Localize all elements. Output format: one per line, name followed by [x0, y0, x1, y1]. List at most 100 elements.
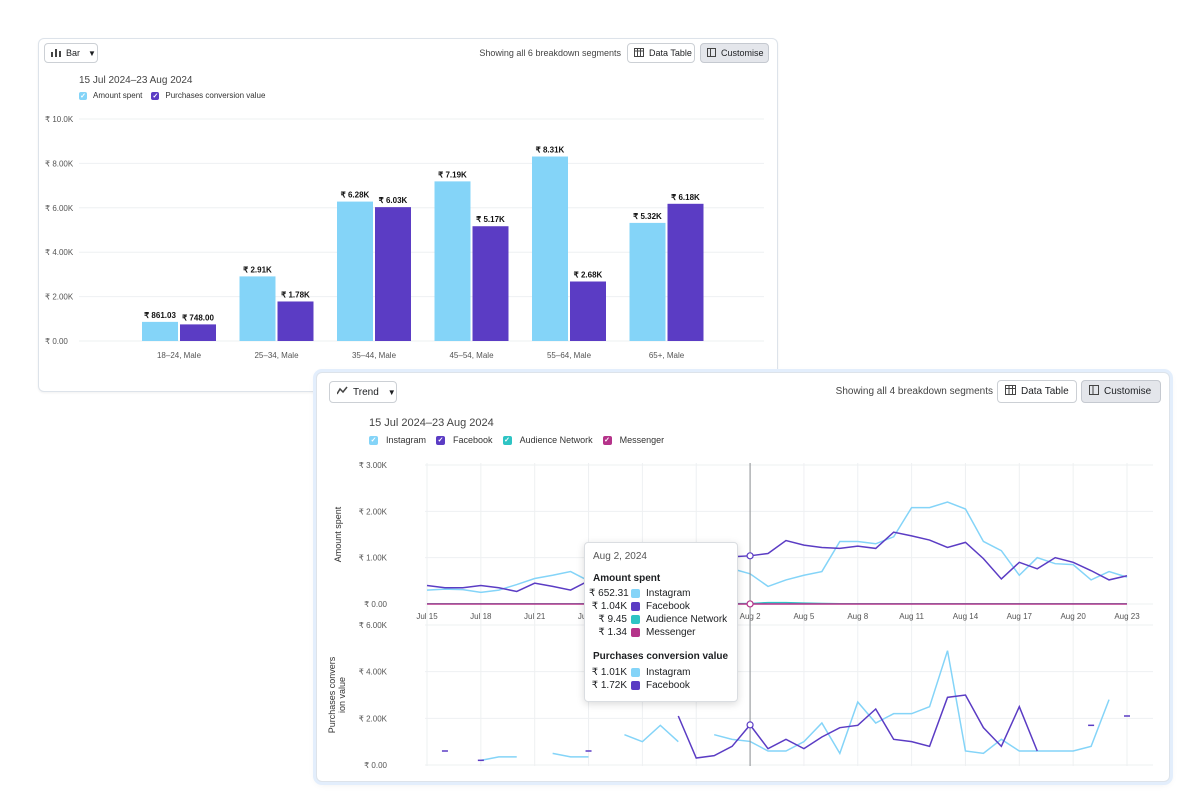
y-tick-label: ₹ 2.00K — [359, 714, 388, 723]
data-label: ₹ 5.17K — [476, 215, 505, 224]
caret-down-icon: ▼ — [387, 387, 396, 397]
tooltip-row: ₹ 1.72K Facebook — [589, 680, 690, 691]
y-tick-label: ₹ 6.00K — [359, 621, 388, 630]
customise-label: Customise — [1104, 386, 1152, 397]
x-tick-label: 55–64, Male — [547, 351, 592, 360]
panel-icon — [1089, 385, 1099, 398]
y-tick-label: ₹ 0.00 — [364, 761, 387, 770]
segments-text: Showing all 4 breakdown segments — [835, 386, 993, 397]
trend-chart-panel: Trend ▼ Showing all 4 breakdown segments… — [316, 372, 1170, 782]
tooltip-label: Messenger — [646, 627, 696, 638]
series-line — [552, 752, 589, 758]
legend-label: Purchases conversion value — [165, 91, 266, 100]
customise-button[interactable]: Customise — [700, 43, 769, 63]
data-label: ₹ 2.68K — [574, 271, 603, 280]
x-tick-label: Jul 18 — [470, 612, 492, 621]
bar-chart-plot: ₹ 0.00 ₹ 2.00K ₹ 4.00K ₹ 6.00K ₹ 8.00K ₹ 10.0… — [45, 115, 764, 360]
tooltip-row: ₹ 1.01K Instagram — [589, 667, 691, 678]
tooltip-swatch — [631, 628, 640, 637]
data-label: ₹ 6.03K — [379, 196, 408, 205]
tooltip-label: Instagram — [646, 588, 691, 599]
hover-tooltip: Aug 2, 2024 Amount spent ₹ 652.31 Instagr… — [584, 542, 738, 702]
legend-item-messenger[interactable]: ✓ Messenger — [602, 435, 665, 445]
x-tick-label: Aug 8 — [847, 612, 868, 621]
panel-icon — [707, 47, 716, 59]
bar — [375, 207, 411, 341]
data-table-label: Data Table — [649, 48, 692, 58]
data-label: ₹ 5.32K — [633, 212, 662, 221]
customise-label: Customise — [721, 48, 764, 58]
tooltip-value: ₹ 1.34 — [598, 627, 627, 638]
chart-type-dropdown[interactable]: Trend ▼ — [329, 381, 397, 403]
y-tick-label: ₹ 4.00K — [359, 668, 388, 677]
legend-item-audience-network[interactable]: ✓ Audience Network — [502, 435, 593, 445]
data-label: ₹ 6.28K — [341, 191, 370, 200]
x-tick-label: 18–24, Male — [157, 351, 202, 360]
data-label: ₹ 8.31K — [536, 146, 565, 155]
y-axis-label-line: Purchases convers — [327, 656, 337, 733]
tooltip-date: Aug 2, 2024 — [593, 551, 647, 562]
x-tick-label: Aug 23 — [1114, 612, 1140, 621]
tooltip-value: ₹ 9.45 — [598, 614, 627, 625]
trend-line-icon — [336, 386, 348, 398]
y-tick-label: ₹ 4.00K — [45, 248, 74, 257]
x-tick-label: Aug 5 — [793, 612, 814, 621]
legend-item-facebook[interactable]: ✓ Facebook — [436, 435, 493, 445]
bar — [277, 301, 314, 341]
data-table-button[interactable]: Data Table — [627, 43, 695, 63]
chart-type-label: Bar — [66, 48, 81, 58]
tooltip-value: ₹ 1.04K — [591, 601, 627, 612]
bar — [532, 156, 568, 341]
tooltip-label: Facebook — [646, 601, 690, 612]
table-icon — [1005, 385, 1016, 398]
legend-label: Instagram — [386, 435, 427, 445]
legend-label: Messenger — [619, 435, 665, 445]
y-tick-label: ₹ 0.00 — [45, 337, 68, 346]
data-label: ₹ 6.18K — [671, 193, 700, 202]
data-table-button[interactable]: Data Table — [997, 380, 1077, 403]
tooltip-label: Facebook — [646, 680, 690, 691]
series-line — [677, 694, 1038, 759]
tooltip-swatch — [631, 681, 640, 690]
y-tick-label: ₹ 10.0K — [45, 115, 74, 124]
series-line — [426, 501, 1128, 594]
bar — [667, 203, 704, 341]
series-line — [624, 724, 679, 743]
hover-marker — [746, 721, 754, 729]
trend-chart-plot: ₹ 0.00 ₹ 1.00K ₹ 2.00K ₹ 3.00K Amount spent ₹… — [327, 461, 1153, 770]
checkbox-icon: ✓ — [502, 435, 512, 445]
x-tick-label: Aug 17 — [1007, 612, 1033, 621]
data-label: ₹ 7.19K — [438, 170, 467, 179]
checkbox-icon: ✓ — [369, 435, 378, 445]
bar — [337, 201, 373, 341]
tooltip-row: ₹ 1.04K Facebook — [589, 601, 690, 612]
bar — [472, 226, 509, 341]
bar — [142, 321, 178, 341]
date-range: 15 Jul 2024–23 Aug 2024 — [79, 75, 193, 86]
checkbox-icon: ✓ — [151, 91, 160, 100]
legend-item-amount-spent[interactable]: ✓ Amount spent — [79, 91, 142, 100]
legend-label: Amount spent — [93, 91, 143, 100]
chart-type-dropdown[interactable]: Bar ▼ — [44, 43, 98, 63]
hover-marker — [746, 552, 754, 560]
checkbox-icon: ✓ — [436, 435, 446, 445]
checkbox-icon: ✓ — [602, 435, 612, 445]
bar — [180, 324, 216, 341]
x-tick-label: 35–44, Male — [352, 351, 397, 360]
trend-legend: ✓ Instagram ✓ Facebook ✓ Audience Networ… — [369, 435, 664, 445]
bar-legend: ✓ Amount spent ✓ Purchases conversion va… — [79, 91, 265, 100]
legend-label: Audience Network — [519, 435, 593, 445]
tooltip-label: Audience Network — [646, 614, 728, 625]
date-range: 15 Jul 2024–23 Aug 2024 — [369, 417, 494, 429]
customise-button[interactable]: Customise — [1081, 380, 1161, 403]
tooltip-value: ₹ 1.72K — [591, 680, 627, 691]
data-label: ₹ 1.78K — [281, 290, 310, 299]
legend-item-purchases-value[interactable]: ✓ Purchases conversion value — [151, 91, 265, 100]
y-tick-label: ₹ 8.00K — [45, 159, 74, 168]
tooltip-swatch — [631, 589, 640, 598]
x-tick-label: Aug 20 — [1060, 612, 1086, 621]
y-axis-label-line: ion value — [337, 677, 347, 713]
y-axis-label: Purchases conversion value — [327, 656, 347, 733]
legend-item-instagram[interactable]: ✓ Instagram — [369, 435, 426, 445]
tooltip-swatch — [631, 615, 640, 624]
